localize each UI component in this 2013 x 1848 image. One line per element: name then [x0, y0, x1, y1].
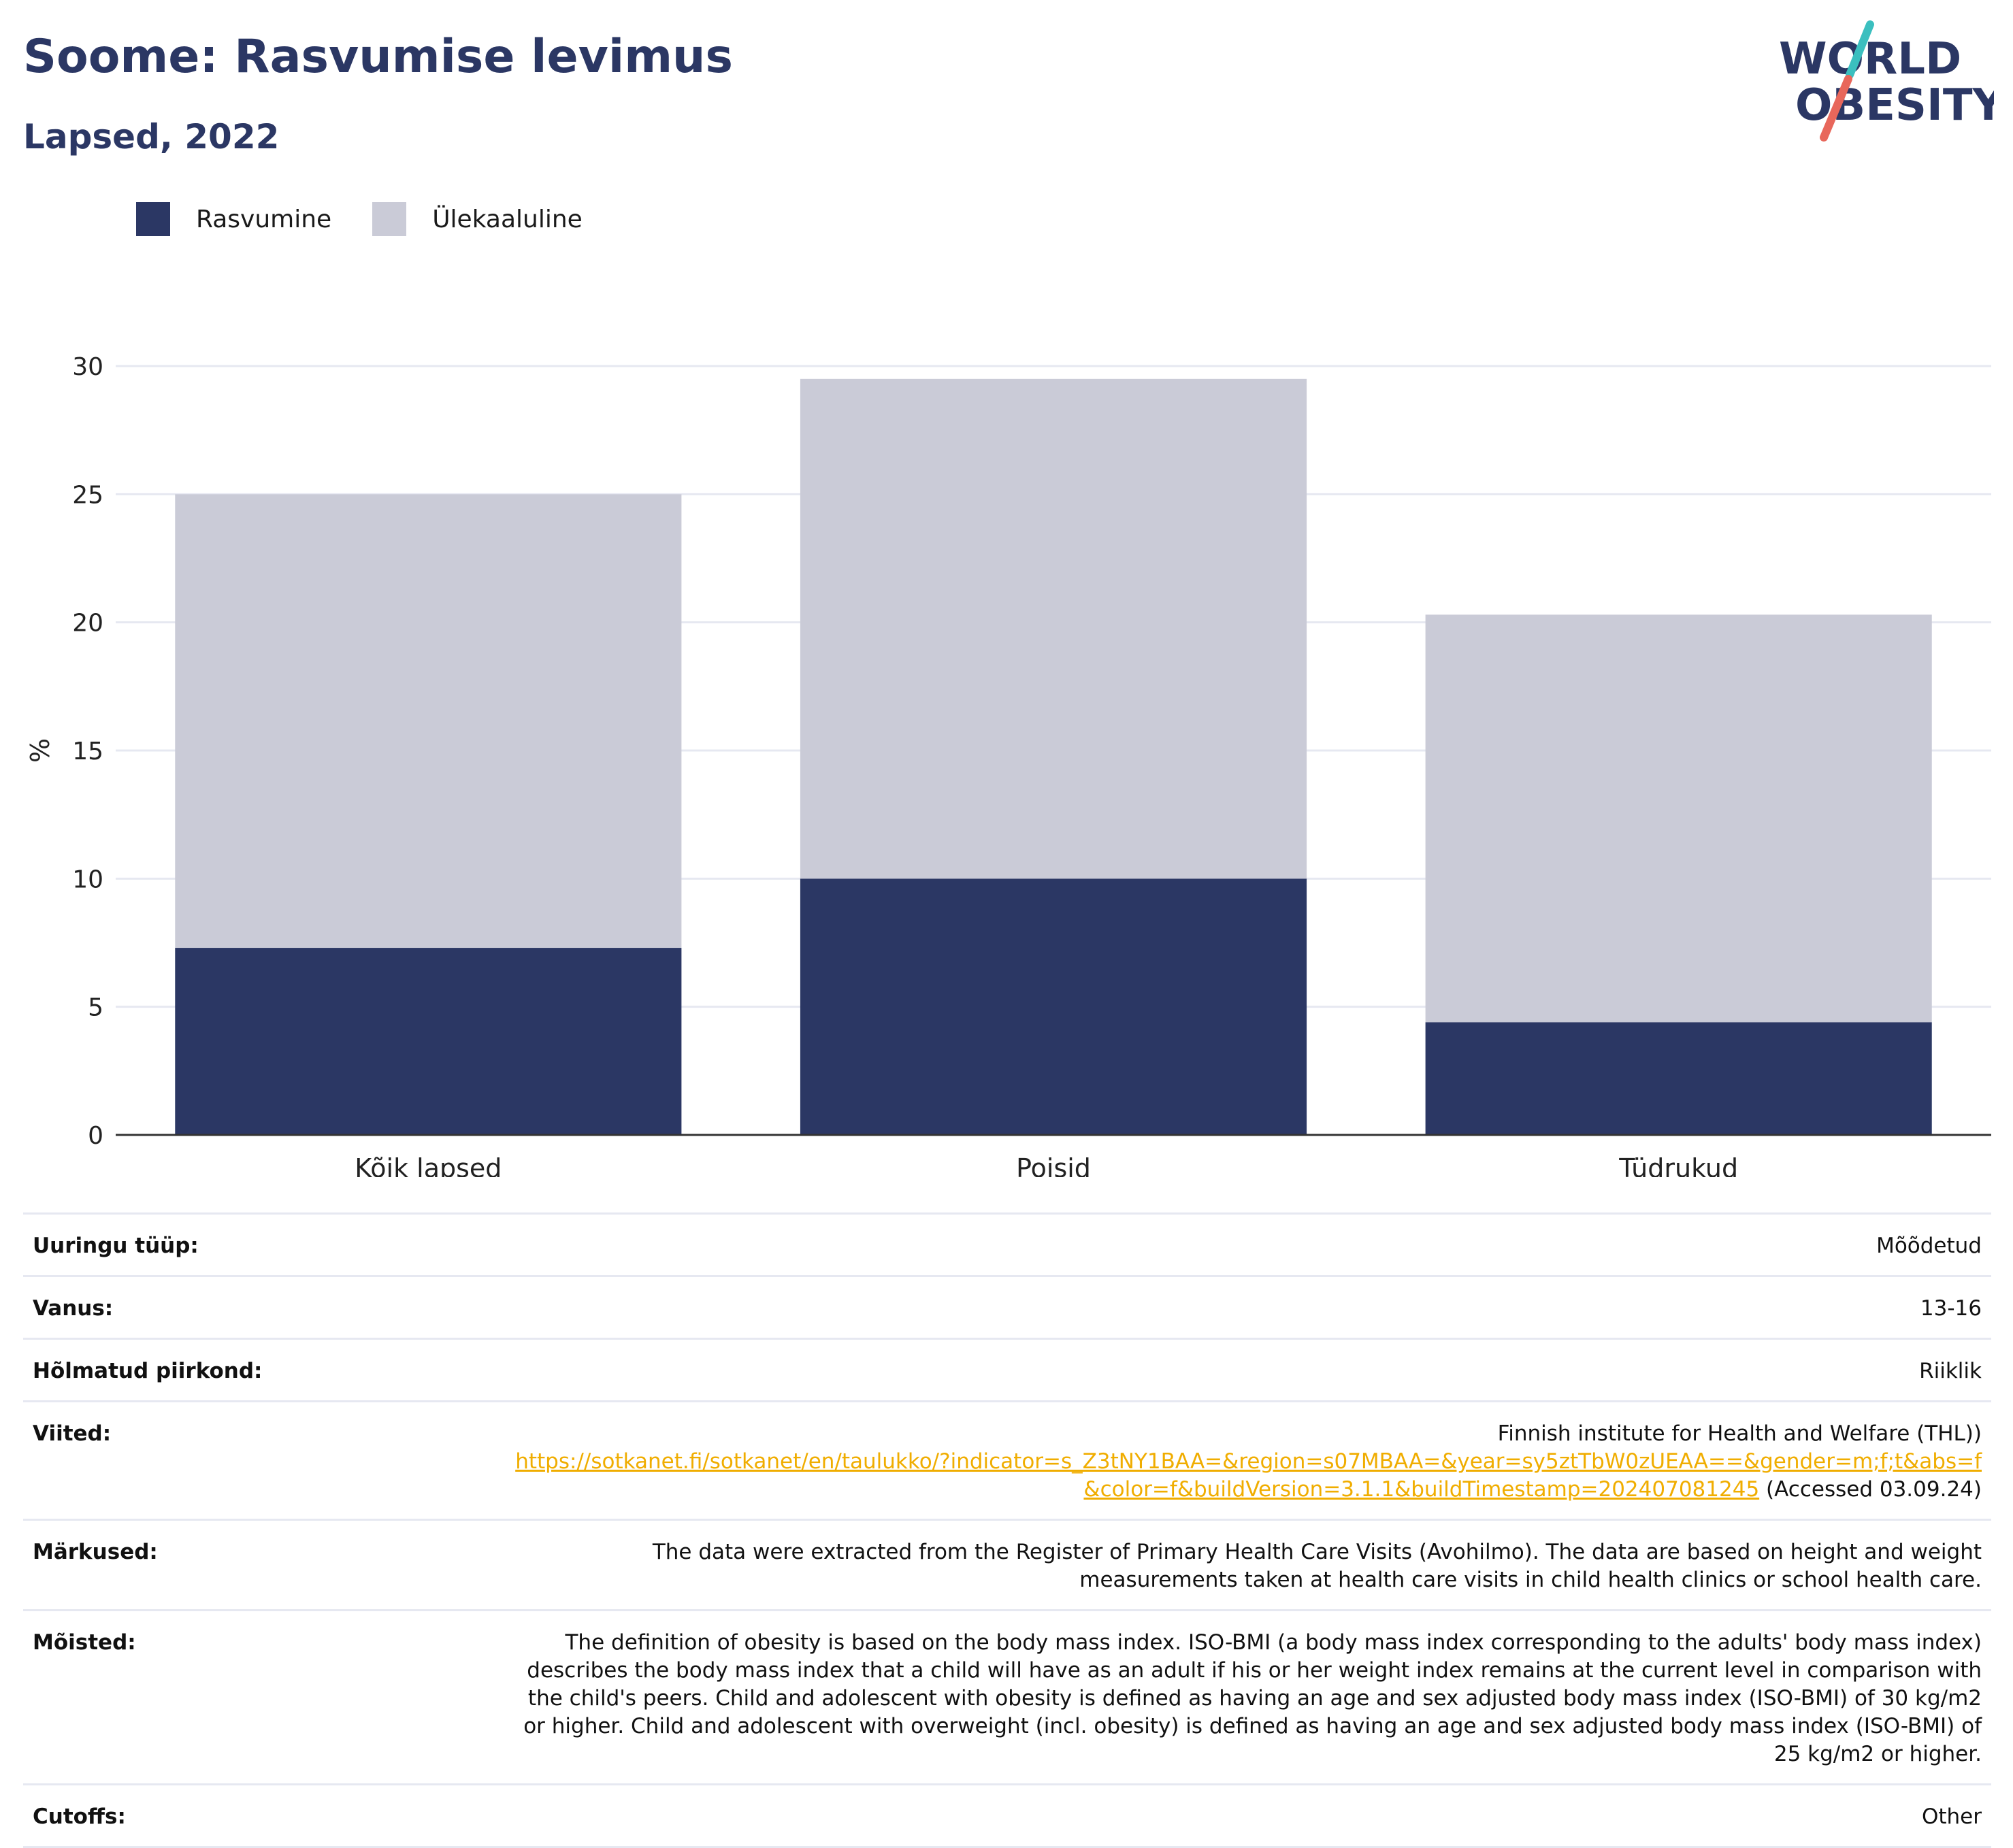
x-tick-label: Tüdrukud [1618, 1153, 1738, 1177]
world-obesity-logo: WORLD OBESITY [1779, 20, 1994, 142]
bar-obesity[interactable] [800, 878, 1307, 1135]
logo-slash-top [1846, 20, 1874, 79]
info-table: Uuringu tüüp: Mõõdetud Vanus: 13-16 Hõlm… [23, 1212, 1991, 1848]
stacked-bar-chart: 0 5 10 15 20 25 30% Kõik lapsed Poisid Tüdrukud [25, 353, 1991, 1177]
y-tick-label: 30 [72, 353, 103, 381]
info-row-notes: Märkused: The data were extracted from t… [23, 1519, 1991, 1609]
legend-swatch-overweight [372, 202, 407, 236]
bar-overweight[interactable] [1425, 614, 1932, 1023]
legend-swatch-obesity [136, 202, 170, 236]
chart-legend: Rasvumine Ülekaaluline [136, 199, 623, 240]
info-row-area: Hõlmatud piirkond: Riiklik [23, 1338, 1991, 1400]
chart-subtitle: Lapsed, 2022 [23, 117, 280, 156]
y-tick-label: 25 [72, 481, 103, 509]
y-tick-label: 20 [72, 610, 103, 638]
y-tick-label: 15 [72, 738, 103, 765]
info-label: Cutoffs: [33, 1804, 126, 1829]
info-value: Other [1921, 1804, 1982, 1829]
legend-label-obesity: Rasvumine [196, 205, 332, 233]
info-label: Märkused: [33, 1540, 158, 1564]
bar-obesity[interactable] [175, 948, 682, 1135]
legend-label-overweight: Ülekaaluline [432, 205, 583, 233]
y-tick-label: 10 [72, 865, 103, 893]
bar-obesity[interactable] [1425, 1022, 1932, 1135]
info-label: Hõlmatud piirkond: [33, 1359, 263, 1383]
info-row-age: Vanus: 13-16 [23, 1275, 1991, 1338]
info-label: Uuringu tüüp: [33, 1234, 199, 1258]
y-tick-label: 5 [88, 994, 103, 1022]
reference-link[interactable]: https://sotkanet.fi/sotkanet/en/taulukko… [515, 1449, 1982, 1502]
info-value: The data were extracted from the Registe… [652, 1540, 1982, 1592]
x-tick-label: Kõik lapsed [355, 1153, 502, 1177]
bar-overweight[interactable] [175, 494, 682, 948]
legend-item-overweight[interactable]: Ülekaaluline [372, 202, 583, 236]
info-value-references: Finnish institute for Health and Welfare… [512, 1420, 1982, 1504]
info-row-references: Viited: Finnish institute for Health and… [23, 1400, 1991, 1519]
info-row-definitions: Mõisted: The definition of obesity is ba… [23, 1609, 1991, 1783]
info-value: Mõõdetud [1876, 1234, 1982, 1258]
info-value: Riiklik [1919, 1359, 1982, 1383]
info-value: 13-16 [1920, 1296, 1982, 1321]
info-value: The definition of obesity is based on th… [523, 1630, 1982, 1766]
y-axis-label: % [25, 738, 55, 763]
logo-text-obesity: OBESITY [1795, 80, 1994, 131]
reference-source: Finnish institute for Health and Welfare… [1497, 1421, 1982, 1446]
logo-text-world: WORLD [1779, 34, 1961, 84]
reference-accessed: (Accessed 03.09.24) [1759, 1477, 1982, 1502]
info-row-survey-type: Uuringu tüüp: Mõõdetud [23, 1212, 1991, 1275]
legend-item-obesity[interactable]: Rasvumine [136, 202, 331, 236]
bar-overweight[interactable] [800, 378, 1307, 879]
info-row-cutoffs: Cutoffs: Other [23, 1783, 1991, 1848]
logo-slash-bottom [1820, 75, 1852, 142]
y-tick-label: 0 [88, 1122, 103, 1150]
x-tick-label: Poisid [1016, 1153, 1091, 1177]
info-label: Viited: [33, 1421, 112, 1446]
info-label: Mõisted: [33, 1630, 136, 1655]
chart-title: Soome: Rasvumise levimus [23, 30, 733, 84]
info-label: Vanus: [33, 1296, 114, 1321]
